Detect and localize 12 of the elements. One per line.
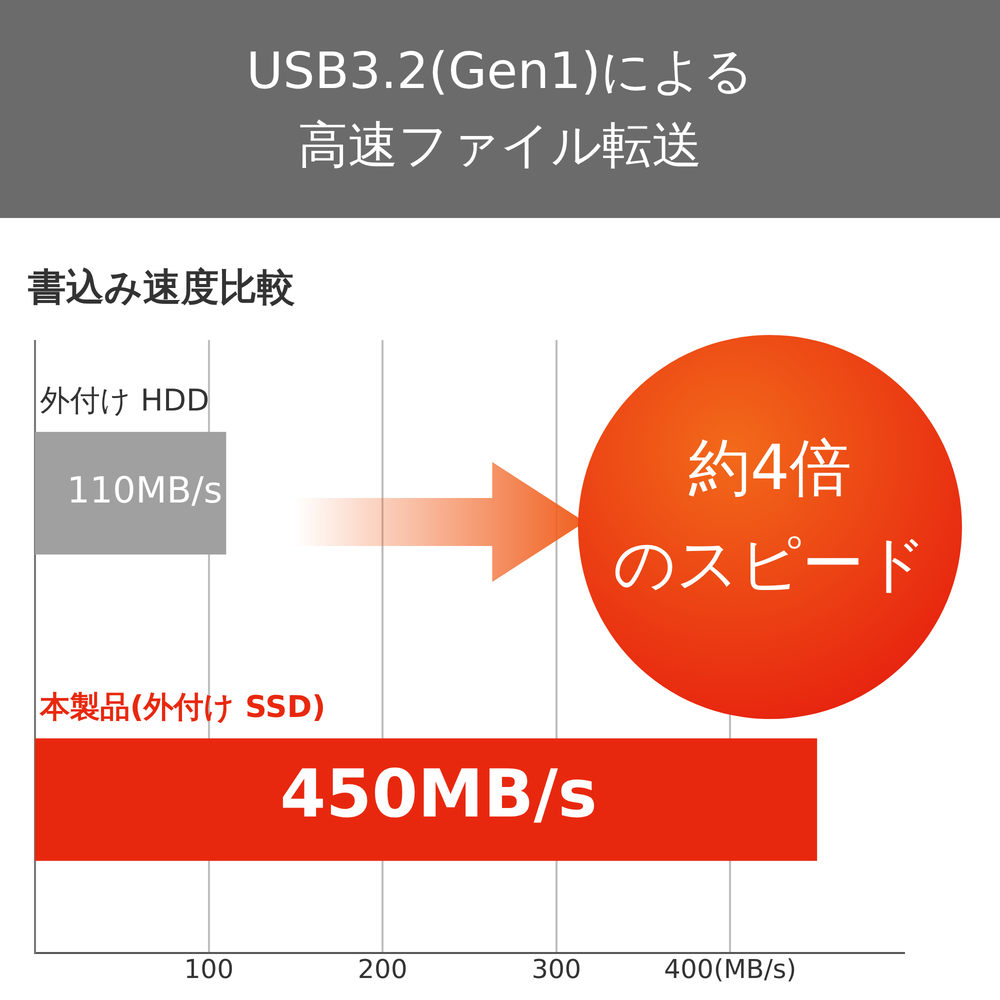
x-tick-label: 400(MB/s) — [664, 955, 796, 986]
data-label: 110MB/s — [67, 470, 222, 512]
x-tick-label: 300 — [532, 955, 582, 986]
chart-title: USB3.2(Gen1)による高速ファイル転送 — [245, 41, 755, 176]
annotation: のスピード — [612, 526, 928, 602]
x-tick-label: 200 — [358, 955, 408, 986]
data-label: 450MB/s — [280, 756, 598, 833]
y-tick-label: 本製品(外付け SSD) — [39, 690, 326, 726]
y-tick-label: 外付け HDD — [40, 384, 210, 419]
annotation: 約4倍 — [687, 430, 853, 506]
x-tick-label: 100 — [184, 955, 234, 986]
chart-subtitle: 書込み速度比較 — [28, 264, 295, 311]
